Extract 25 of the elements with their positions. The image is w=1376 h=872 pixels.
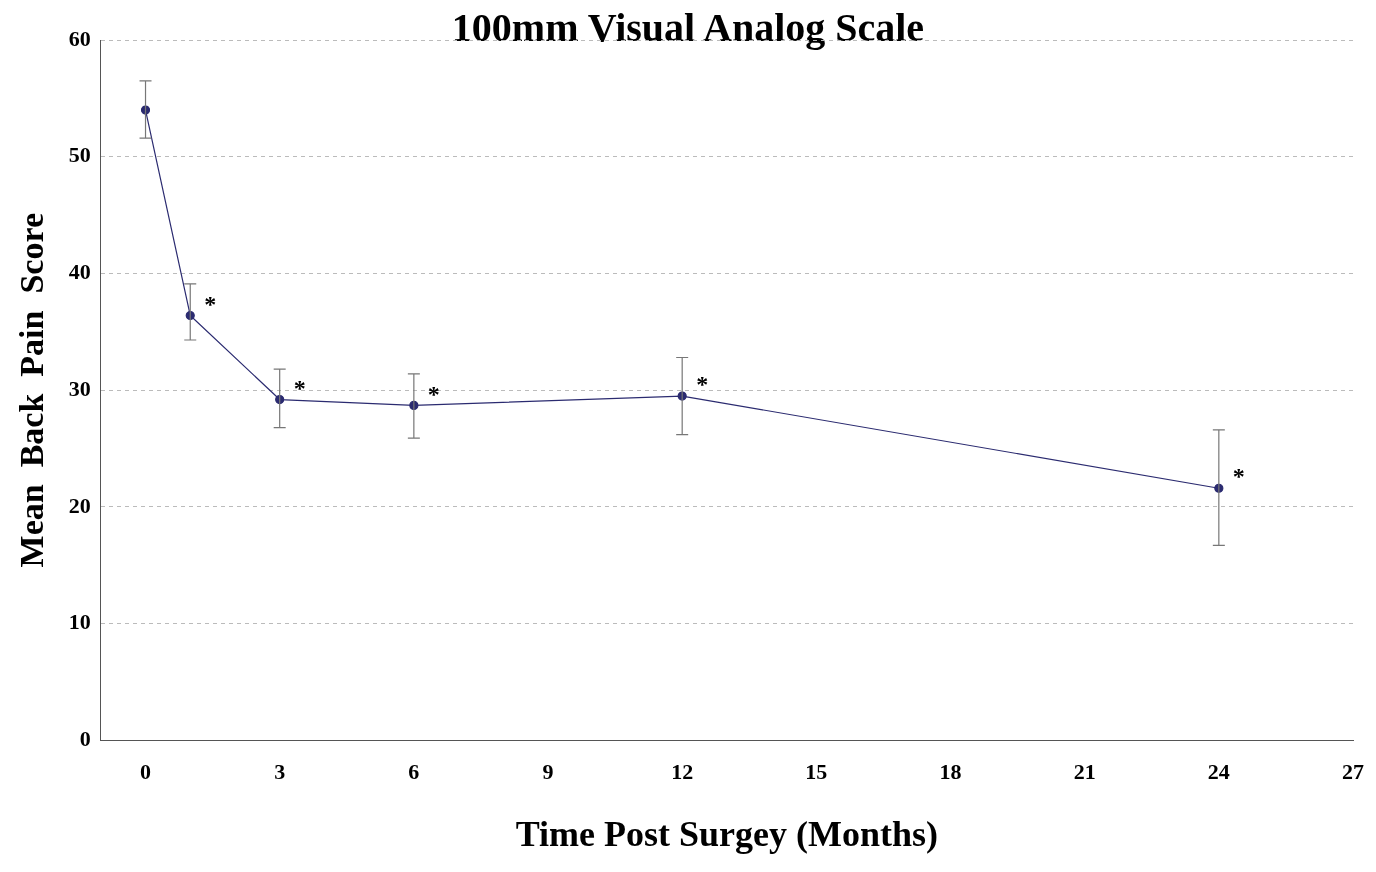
x-tick-label: 9 — [542, 759, 554, 785]
y-tick-label: 0 — [79, 726, 91, 752]
x-tick-label: 18 — [939, 759, 962, 785]
y-tick-label: 10 — [68, 609, 91, 635]
annotation: * — [1232, 463, 1245, 490]
annotation: * — [293, 374, 306, 401]
x-tick-label: 6 — [408, 759, 420, 785]
x-tick-label: 3 — [274, 759, 286, 785]
x-tick-label: 24 — [1207, 759, 1230, 785]
y-tick-label: 60 — [68, 25, 91, 51]
chart-title: 100mm Visual Analog Scale — [451, 5, 925, 50]
x-tick-label: 15 — [805, 759, 828, 785]
x-tick-label: 21 — [1073, 759, 1096, 785]
y-tick-label: 20 — [68, 492, 91, 518]
y-axis-title: Mean Back Pain Score — [13, 212, 51, 568]
y-tick-label: 30 — [68, 375, 91, 401]
x-axis-title: Time Post Surgey (Months) — [515, 813, 939, 854]
x-tick-label: 0 — [140, 759, 152, 785]
x-tick-label: 27 — [1342, 759, 1364, 785]
annotation: * — [427, 380, 440, 407]
y-tick-label: 50 — [68, 142, 91, 168]
y-tick-label: 40 — [68, 259, 91, 285]
annotation: * — [696, 371, 709, 398]
x-tick-label: 12 — [671, 759, 694, 785]
annotation: * — [204, 290, 217, 317]
